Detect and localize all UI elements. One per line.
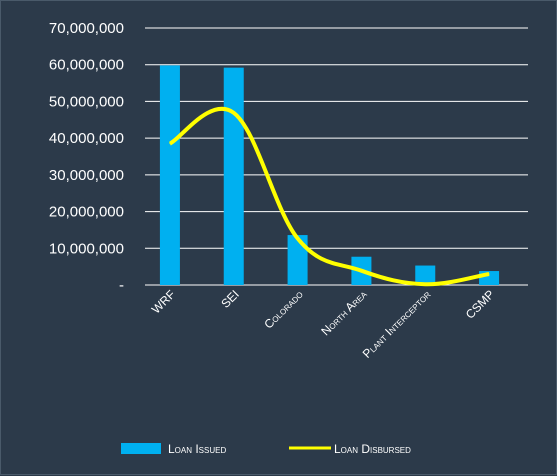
line-series-loan-disbursed [168,106,490,287]
x-category-label: WRF [149,287,178,316]
y-tick-label: 40,000,000 [49,130,124,147]
legend-swatch-loan-issued [121,443,161,454]
line-point [360,270,362,272]
gridlines [145,27,528,286]
x-category-label: Plant Interceptor [360,287,434,361]
bar-series-loan-issued [159,65,500,285]
line-point [424,283,426,285]
line-point [297,237,299,239]
bar [287,235,308,285]
y-axis-ticks: - 10,000,000 20,000,000 30,000,000 40,000,00… [49,20,124,294]
x-category-label: Colorado [261,287,305,331]
y-tick-label: 70,000,000 [49,20,124,37]
line-point [169,143,171,145]
y-tick-label: 50,000,000 [49,93,124,110]
line-point [233,112,235,114]
bar [159,65,180,285]
x-category-label: CSMP [463,287,497,321]
legend-label-loan-disbursed: Loan Disbursed [334,442,411,456]
line-point [488,273,490,275]
legend-label-loan-issued: Loan Issued [168,442,226,456]
bar [223,67,244,285]
y-tick-label: 60,000,000 [49,57,124,74]
series-line [168,106,490,287]
legend: Loan Issued Loan Disbursed [121,442,411,456]
bar [479,271,500,285]
y-tick-label: - [119,277,124,294]
x-category-label: SEI [218,287,242,311]
y-tick-label: 10,000,000 [49,240,124,257]
y-tick-label: 30,000,000 [49,167,124,184]
x-category-label: North Area [318,287,370,339]
bar [415,265,436,285]
y-tick-label: 20,000,000 [49,204,124,221]
